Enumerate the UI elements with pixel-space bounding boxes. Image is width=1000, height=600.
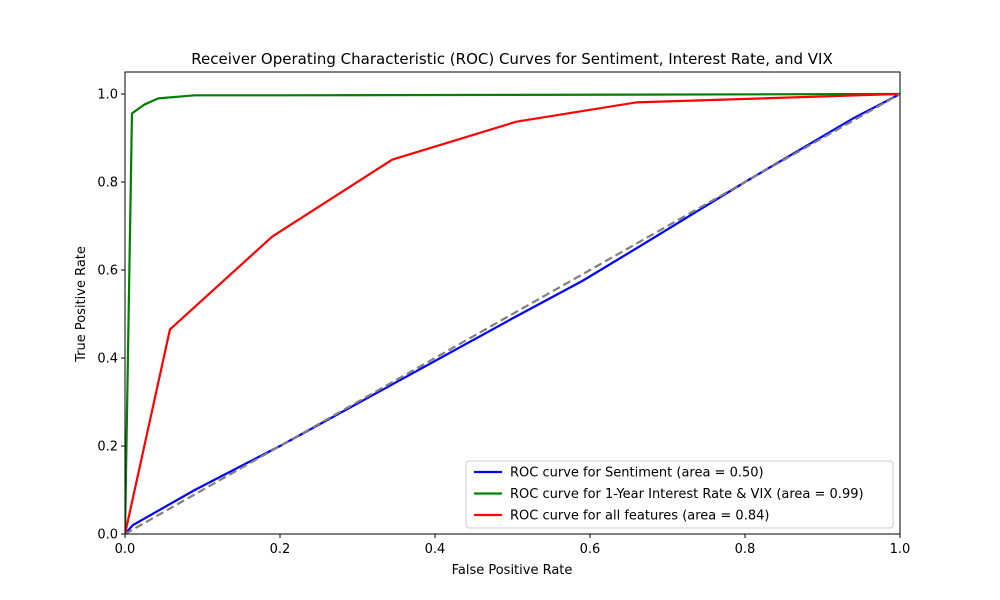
- y-tick-label: 0.6: [97, 264, 118, 279]
- series-line-3: [125, 92, 900, 534]
- x-tick-label: 1.0: [890, 542, 911, 557]
- reference-diagonal-line: [125, 93, 900, 534]
- chart-title: Receiver Operating Characteristic (ROC) …: [191, 50, 832, 68]
- y-tick-label: 0.8: [97, 176, 118, 191]
- plot-frame: [124, 71, 901, 535]
- y-axis: 0.0 0.2 0.4 0.6 0.8 1.0: [97, 88, 125, 543]
- legend-label-1: ROC curve for Sentiment (area = 0.50): [510, 466, 764, 481]
- x-tick-label: 0.8: [735, 542, 756, 557]
- legend-label-3: ROC curve for all features (area = 0.84): [510, 509, 769, 524]
- x-axis-label: False Positive Rate: [452, 563, 573, 578]
- y-tick-label: 0.2: [97, 440, 118, 455]
- legend: ROC curve for Sentiment (area = 0.50) ROC…: [465, 460, 894, 529]
- plot-area: [124, 71, 901, 535]
- x-axis: 0.0 0.2 0.4 0.6 0.8 1.0: [115, 534, 911, 557]
- x-tick-label: 0.4: [425, 542, 446, 557]
- y-axis-label: True Positive Rate: [74, 246, 89, 363]
- legend-box: [465, 460, 894, 529]
- y-tick-label: 0.4: [97, 352, 118, 367]
- x-tick-label: 0.0: [115, 542, 136, 557]
- x-tick-label: 0.2: [270, 542, 291, 557]
- x-tick-label: 0.6: [580, 542, 601, 557]
- legend-label-2: ROC curve for 1-Year Interest Rate & VIX…: [510, 487, 864, 502]
- series-line-2: [125, 92, 900, 534]
- y-tick-label: 0.0: [97, 528, 118, 543]
- y-tick-label: 1.0: [97, 88, 118, 103]
